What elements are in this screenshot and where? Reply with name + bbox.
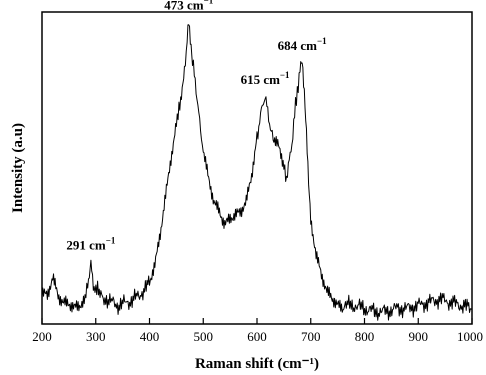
y-axis-title: Intensity (a.u) bbox=[10, 123, 26, 213]
peak-label: 615 cm−1 bbox=[241, 70, 290, 87]
peak-label: 473 cm−1 bbox=[164, 0, 213, 12]
raman-spectrum-line bbox=[41, 24, 473, 321]
x-tick-label: 200 bbox=[32, 329, 52, 344]
peak-annotations: 291 cm−1 473 cm−1 615 cm−1 684 cm−1 bbox=[66, 0, 327, 253]
x-tick-label: 700 bbox=[301, 329, 321, 344]
x-axis-title: Raman shift (cm⁻¹) bbox=[195, 356, 319, 372]
peak-label: 291 cm−1 bbox=[66, 236, 115, 253]
series-layer bbox=[41, 24, 473, 321]
x-ticks bbox=[41, 318, 473, 324]
x-tick-labels: 200 300 400 500 600 700 800 900 1000 bbox=[32, 329, 483, 344]
x-tick-label: 800 bbox=[355, 329, 375, 344]
x-tick-label: 600 bbox=[247, 329, 267, 344]
peak-label: 684 cm−1 bbox=[278, 36, 327, 53]
x-tick-label: 500 bbox=[194, 329, 214, 344]
x-tick-label: 900 bbox=[409, 329, 429, 344]
x-tick-label: 1000 bbox=[457, 329, 483, 344]
plot-frame bbox=[41, 11, 473, 325]
x-tick-label: 400 bbox=[140, 329, 160, 344]
x-tick-label: 300 bbox=[86, 329, 106, 344]
